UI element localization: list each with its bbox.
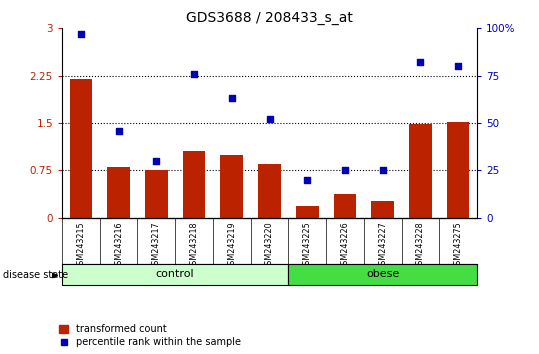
Bar [70,79,92,218]
Text: GSM243218: GSM243218 [190,221,198,270]
Point [378,167,387,173]
Text: GSM243217: GSM243217 [152,221,161,270]
Text: disease state: disease state [3,270,68,280]
Text: GSM243227: GSM243227 [378,221,387,270]
Bar [371,201,394,218]
Point [190,71,198,76]
Text: GSM243219: GSM243219 [227,221,236,270]
Point [341,167,349,173]
Point [152,158,161,164]
Bar [107,167,130,218]
Bar [296,206,319,218]
Point [416,59,425,65]
Bar [220,155,243,218]
Point [114,128,123,133]
Bar [288,264,477,285]
Text: GSM243215: GSM243215 [77,221,85,270]
Text: GSM243220: GSM243220 [265,221,274,270]
Bar [334,194,356,218]
Legend: transformed count, percentile rank within the sample: transformed count, percentile rank withi… [59,325,241,347]
Bar [183,152,205,218]
Text: GSM243275: GSM243275 [454,221,462,270]
Text: control: control [156,269,195,279]
Text: GSM243225: GSM243225 [303,221,312,270]
Bar [447,122,469,218]
Point [265,116,274,122]
Point [227,96,236,101]
Text: GSM243216: GSM243216 [114,221,123,270]
Text: obese: obese [366,269,399,279]
Text: GSM243228: GSM243228 [416,221,425,270]
Point [454,63,462,69]
Text: GSM243226: GSM243226 [341,221,349,270]
Bar [62,264,288,285]
Bar [258,164,281,218]
Point [303,177,312,183]
Bar [409,124,432,218]
Title: GDS3688 / 208433_s_at: GDS3688 / 208433_s_at [186,11,353,24]
Point [77,31,85,37]
Bar [145,170,168,218]
